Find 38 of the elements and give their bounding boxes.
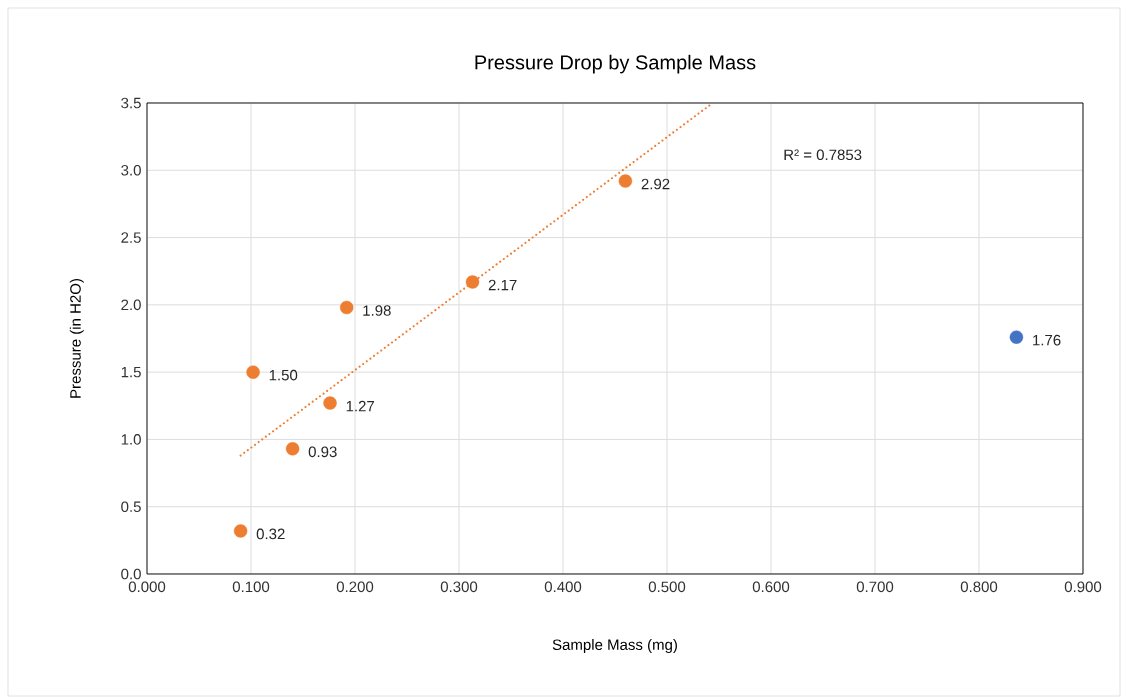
y-tick-label: 3.5	[121, 97, 141, 109]
data-label: 1.98	[363, 305, 391, 316]
x-tick-label: 0.800	[960, 581, 998, 593]
x-tick-label: 0.700	[856, 581, 894, 593]
x-tick-label: 0.600	[752, 581, 790, 593]
x-tick-label: 0.300	[440, 581, 478, 593]
data-label: 2.17	[488, 279, 517, 291]
point	[618, 174, 633, 188]
x-tick-label: 0.900	[1064, 581, 1102, 593]
point	[323, 396, 337, 410]
y-tick-label: 3.0	[121, 164, 141, 176]
data-label: 1.76	[1033, 334, 1061, 346]
x-tick-label: 0.200	[336, 581, 374, 593]
x-tick-label: 0.500	[648, 581, 686, 593]
point	[465, 275, 480, 289]
y-tick-label: 1.0	[121, 434, 141, 445]
y-tick-label: 1.5	[121, 366, 141, 378]
annotation: R² = 0.7853	[784, 149, 862, 161]
point	[339, 300, 354, 315]
data-label: 2.92	[641, 178, 670, 190]
data-label: 1.50	[269, 369, 298, 381]
y-axis-title: Pressure (in H2O)	[69, 279, 84, 398]
y-tick-label: 0.5	[121, 501, 141, 513]
x-tick-label: 0.100	[232, 581, 270, 593]
point	[246, 365, 260, 379]
chart-title: Pressure Drop by Sample Mass	[475, 54, 756, 74]
y-tick-label: 2.5	[121, 232, 141, 243]
x-axis-title: Sample Mass (mg)	[552, 639, 677, 653]
x-tick-label: 0.000	[128, 581, 166, 593]
point	[285, 442, 300, 456]
point	[1009, 330, 1024, 344]
x-tick-label: 0.400	[544, 581, 582, 593]
point	[233, 524, 248, 538]
data-label: 0.93	[308, 446, 337, 458]
y-tick-label: 2.0	[121, 299, 141, 311]
data-label: 0.32	[256, 528, 285, 540]
data-label: 1.27	[346, 400, 375, 412]
y-tick-label: 0.0	[121, 568, 141, 580]
